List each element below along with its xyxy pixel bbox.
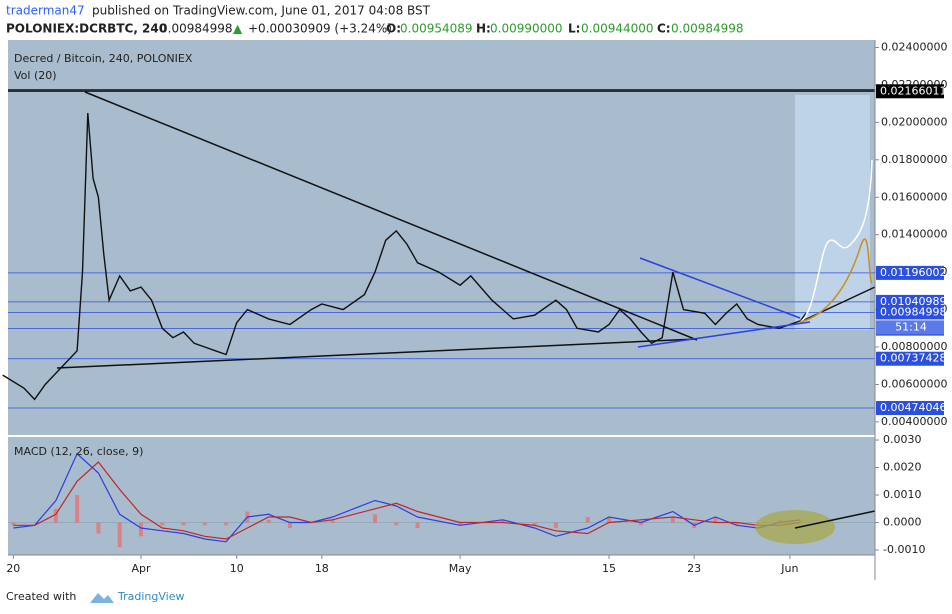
o-label: O: xyxy=(386,22,401,36)
histogram-bar xyxy=(117,522,122,548)
macd-tick-label: -0.0010 xyxy=(883,543,925,556)
histogram-bar xyxy=(713,517,718,523)
legend-macd: MACD (12, 26, close, 9) xyxy=(14,445,143,458)
y-tick-label: 0.00800000 xyxy=(881,340,947,353)
x-tick-label: May xyxy=(449,562,472,575)
last: 0.00984998 xyxy=(160,22,233,36)
histogram-bar xyxy=(266,519,271,523)
y-tick-label: 0.02000000 xyxy=(881,115,947,128)
histogram-bar xyxy=(734,522,739,526)
histogram-bar xyxy=(532,522,537,526)
macd-panel xyxy=(8,437,875,555)
price-line xyxy=(2,112,807,401)
signal-line xyxy=(13,461,801,540)
histogram-bar xyxy=(224,522,229,526)
highlight xyxy=(755,510,835,544)
l-label: L: xyxy=(568,22,580,36)
legend-volume: Vol (20) xyxy=(14,69,57,82)
y-tick-label: 0.00400000 xyxy=(881,415,947,428)
level-box xyxy=(876,84,944,99)
macd-tick-label: 0.0010 xyxy=(883,488,922,501)
histogram-bar xyxy=(287,522,292,529)
histogram-bar xyxy=(500,519,505,523)
histogram-bar xyxy=(553,522,558,529)
arrow: ▲ xyxy=(233,22,243,36)
triangle xyxy=(639,257,801,319)
countdown-box xyxy=(876,320,944,335)
x-tick-label: Apr xyxy=(131,562,151,575)
projection-path xyxy=(799,238,873,323)
histogram-bar xyxy=(415,522,420,529)
level-label: 0.00737428 xyxy=(880,352,946,365)
macd-line xyxy=(13,452,801,543)
triangle xyxy=(637,321,811,348)
footer-created: Created with xyxy=(6,590,76,603)
trendline xyxy=(56,338,698,369)
legend-name: Decred / Bitcoin, 240, POLONIEX xyxy=(14,52,193,65)
histogram-bar xyxy=(373,514,378,523)
x-tick-label: Jun xyxy=(780,562,798,575)
level-box xyxy=(876,401,944,416)
histogram-bar xyxy=(202,522,207,526)
histogram-bar xyxy=(458,522,463,526)
x-tick-label: 18 xyxy=(315,562,329,575)
y-tick-label: 0.00600000 xyxy=(881,377,947,390)
low: 0.00944000 xyxy=(581,22,654,36)
level-label: 0.01040989 xyxy=(880,295,946,308)
histogram-bar xyxy=(11,522,16,526)
histogram-bar xyxy=(75,495,80,523)
level-box xyxy=(876,305,944,320)
histogram-bar xyxy=(670,517,675,523)
histogram-bar xyxy=(638,522,643,526)
projection xyxy=(795,95,870,330)
level-label: 0.01196002 xyxy=(880,266,946,279)
symbol: POLONIEX:DCRBTC, 240 xyxy=(6,22,167,36)
c-label: C: xyxy=(657,22,671,36)
x-tick-label: 23 xyxy=(687,562,701,575)
price-panel xyxy=(8,40,875,435)
close: 0.00984998 xyxy=(671,22,744,36)
y-tick-label: 0.01800000 xyxy=(881,153,947,166)
countdown: 51:14 xyxy=(895,320,927,333)
histogram-bar xyxy=(607,517,612,523)
histogram-bar xyxy=(585,517,590,523)
trendline xyxy=(799,286,876,323)
histogram-bar xyxy=(394,522,399,526)
histogram-bar xyxy=(138,522,143,537)
x-tick-label: 10 xyxy=(230,562,244,575)
level-box xyxy=(876,265,944,280)
x-tick-label: 15 xyxy=(602,562,616,575)
author[interactable]: traderman47 xyxy=(6,4,85,18)
level-label: 0.00474046 xyxy=(880,401,946,414)
trendline xyxy=(84,91,698,341)
macd-tick-label: 0.0030 xyxy=(883,433,922,446)
histogram-bar xyxy=(181,522,186,526)
macd-tick-label: 0.0000 xyxy=(883,516,922,529)
level-box xyxy=(876,351,944,366)
projection-path xyxy=(799,159,873,323)
trendline xyxy=(794,510,876,529)
published: published on TradingView.com, June 01, 2… xyxy=(92,4,431,18)
h-label: H: xyxy=(476,22,491,36)
level-label: 0.00984998 xyxy=(880,305,946,318)
drawings xyxy=(56,91,876,544)
histogram-bar xyxy=(330,519,335,523)
high: 0.00990000 xyxy=(490,22,563,36)
x-tick-label: 20 xyxy=(6,562,20,575)
histogram-bar xyxy=(160,522,165,526)
y-tick-label: 0.01600000 xyxy=(881,190,947,203)
histogram-bar xyxy=(53,508,58,523)
histogram-bar xyxy=(96,522,101,534)
open: 0.00954089 xyxy=(400,22,473,36)
y-tick-label: 0.02400000 xyxy=(881,40,947,53)
price-layer: 0.024000000.022000000.020000000.01800000… xyxy=(2,40,947,575)
change: +0.00030909 (+3.24%) xyxy=(248,22,392,36)
footer-brand[interactable]: TradingView xyxy=(117,590,184,603)
y-tick-label: 0.01400000 xyxy=(881,228,947,241)
macd-tick-label: 0.0020 xyxy=(883,461,922,474)
level-label: 0.02166011 xyxy=(880,84,946,97)
logo xyxy=(90,593,114,603)
